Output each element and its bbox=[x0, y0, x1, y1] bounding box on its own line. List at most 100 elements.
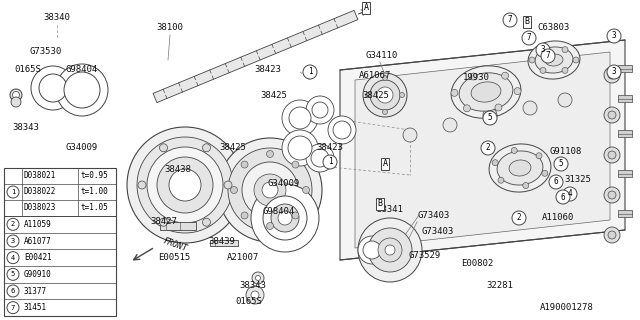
Bar bbox=[618, 65, 632, 72]
Circle shape bbox=[289, 107, 311, 129]
Ellipse shape bbox=[489, 144, 551, 192]
Text: G34009: G34009 bbox=[66, 143, 98, 153]
Circle shape bbox=[311, 149, 329, 167]
Ellipse shape bbox=[509, 160, 531, 176]
Circle shape bbox=[451, 89, 458, 96]
Circle shape bbox=[470, 73, 477, 80]
Circle shape bbox=[218, 138, 322, 242]
Text: A61067: A61067 bbox=[359, 71, 391, 81]
Bar bbox=[618, 170, 632, 177]
Circle shape bbox=[370, 80, 400, 110]
Circle shape bbox=[512, 211, 526, 225]
Text: B: B bbox=[378, 199, 383, 209]
Circle shape bbox=[604, 67, 620, 83]
Circle shape bbox=[230, 187, 237, 194]
Text: E00421: E00421 bbox=[24, 253, 52, 262]
Circle shape bbox=[608, 71, 616, 79]
Text: G73403: G73403 bbox=[422, 228, 454, 236]
Ellipse shape bbox=[459, 73, 513, 111]
Circle shape bbox=[608, 151, 616, 159]
Circle shape bbox=[292, 212, 299, 219]
Circle shape bbox=[541, 49, 555, 63]
Text: 1: 1 bbox=[308, 68, 312, 76]
Circle shape bbox=[312, 102, 328, 118]
Circle shape bbox=[522, 31, 536, 45]
Text: 5: 5 bbox=[559, 159, 563, 169]
Circle shape bbox=[492, 160, 498, 166]
Text: 7: 7 bbox=[527, 34, 531, 43]
Circle shape bbox=[306, 96, 334, 124]
Text: D038022: D038022 bbox=[24, 188, 56, 196]
Circle shape bbox=[558, 93, 572, 107]
Text: 38423: 38423 bbox=[316, 143, 343, 153]
Text: A21007: A21007 bbox=[227, 253, 259, 262]
Circle shape bbox=[604, 107, 620, 123]
Circle shape bbox=[292, 161, 299, 168]
Circle shape bbox=[147, 147, 223, 223]
Text: A11059: A11059 bbox=[24, 220, 52, 229]
Circle shape bbox=[607, 29, 621, 43]
Text: 38439: 38439 bbox=[209, 237, 236, 246]
Circle shape bbox=[157, 157, 213, 213]
Polygon shape bbox=[153, 10, 358, 103]
Text: 31377: 31377 bbox=[24, 286, 47, 295]
Circle shape bbox=[608, 191, 616, 199]
Text: 6: 6 bbox=[561, 193, 565, 202]
Circle shape bbox=[607, 65, 621, 79]
Circle shape bbox=[159, 218, 168, 226]
Text: D038023: D038023 bbox=[24, 204, 56, 212]
Circle shape bbox=[252, 272, 264, 284]
Circle shape bbox=[303, 65, 317, 79]
Text: 38343: 38343 bbox=[13, 124, 40, 132]
Text: 38425: 38425 bbox=[362, 92, 389, 100]
Circle shape bbox=[536, 43, 550, 57]
Text: 7: 7 bbox=[11, 305, 15, 311]
Circle shape bbox=[514, 88, 521, 95]
Ellipse shape bbox=[497, 151, 543, 185]
Circle shape bbox=[377, 87, 393, 103]
Circle shape bbox=[13, 92, 19, 99]
Circle shape bbox=[383, 76, 387, 81]
Circle shape bbox=[138, 181, 146, 189]
Circle shape bbox=[7, 186, 19, 198]
Circle shape bbox=[549, 175, 563, 189]
Circle shape bbox=[224, 181, 232, 189]
Circle shape bbox=[358, 236, 386, 264]
Circle shape bbox=[282, 130, 318, 166]
Text: 31325: 31325 bbox=[564, 175, 591, 185]
Circle shape bbox=[7, 235, 19, 247]
Text: 19930: 19930 bbox=[463, 74, 490, 83]
Text: 1: 1 bbox=[328, 157, 332, 166]
Text: 38343: 38343 bbox=[239, 282, 266, 291]
Circle shape bbox=[137, 137, 233, 233]
Circle shape bbox=[363, 73, 407, 117]
Text: 31451: 31451 bbox=[24, 303, 47, 312]
Circle shape bbox=[278, 211, 292, 225]
Ellipse shape bbox=[545, 54, 563, 66]
Text: t=1.05: t=1.05 bbox=[80, 204, 108, 212]
Text: 5: 5 bbox=[488, 114, 492, 123]
Text: 38340: 38340 bbox=[44, 13, 70, 22]
Ellipse shape bbox=[535, 47, 573, 73]
Circle shape bbox=[562, 68, 568, 73]
Text: G34009: G34009 bbox=[268, 180, 300, 188]
Text: 5: 5 bbox=[11, 271, 15, 277]
Text: 38100: 38100 bbox=[157, 23, 184, 33]
Text: A11060: A11060 bbox=[542, 213, 574, 222]
Text: 32281: 32281 bbox=[486, 282, 513, 291]
Circle shape bbox=[306, 144, 334, 172]
Text: G98404: G98404 bbox=[66, 66, 98, 75]
Circle shape bbox=[540, 68, 546, 73]
Circle shape bbox=[542, 170, 548, 176]
Circle shape bbox=[556, 190, 570, 204]
Circle shape bbox=[7, 285, 19, 297]
Text: 7: 7 bbox=[546, 52, 550, 60]
Circle shape bbox=[385, 245, 395, 255]
Circle shape bbox=[333, 121, 351, 139]
Text: C63803: C63803 bbox=[538, 23, 570, 33]
Circle shape bbox=[399, 92, 404, 98]
Text: 2: 2 bbox=[516, 213, 522, 222]
Circle shape bbox=[263, 196, 307, 240]
Polygon shape bbox=[340, 40, 625, 260]
Text: E00802: E00802 bbox=[461, 260, 493, 268]
